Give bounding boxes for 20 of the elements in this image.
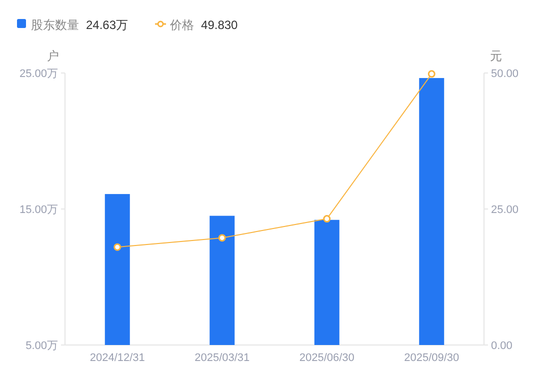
legend-label: 价格 bbox=[169, 18, 194, 32]
point bbox=[428, 70, 436, 78]
y2-axis-title: 元 bbox=[490, 49, 502, 63]
y-tick-label: 5.00万 bbox=[26, 340, 58, 352]
x-tick-label: 2025/09/30 bbox=[404, 352, 460, 364]
text: 24.63万 bbox=[86, 18, 128, 32]
y2-tick-label: 0.00 bbox=[491, 340, 512, 352]
legend-label: 股东数量 bbox=[31, 18, 79, 32]
point bbox=[114, 243, 122, 251]
y2-tick-label: 50.00 bbox=[491, 68, 519, 80]
text: 49.830 bbox=[201, 18, 238, 32]
y2-tick-label: 25.00 bbox=[491, 204, 519, 216]
y-tick-label: 15.00万 bbox=[19, 204, 58, 216]
point bbox=[323, 215, 331, 223]
y-axis-title: 户 bbox=[47, 49, 59, 63]
point bbox=[218, 234, 226, 242]
x-tick-label: 2025/03/31 bbox=[194, 352, 250, 364]
x-tick-label: 2024/12/31 bbox=[90, 352, 145, 364]
y-tick-label: 25.00万 bbox=[19, 68, 58, 80]
x-tick-label: 2025/06/30 bbox=[299, 352, 354, 364]
